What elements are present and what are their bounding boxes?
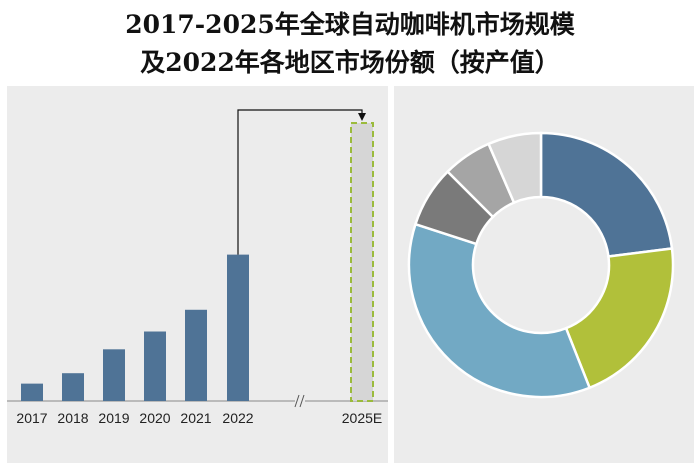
- x-tick-label: 2020: [139, 410, 170, 426]
- bar: [21, 383, 43, 401]
- x-tick-label: 2018: [57, 410, 88, 426]
- title-line-2: 及2022年各地区市场份额（按产值）: [140, 48, 560, 77]
- x-tick-label: 2021: [180, 410, 211, 426]
- bar: [62, 373, 84, 401]
- title-line-1: 2017-2025年全球自动咖啡机市场规模: [125, 10, 575, 39]
- growth-connector: [237, 109, 363, 255]
- bar: [103, 349, 125, 401]
- bar-forecast: [350, 122, 374, 402]
- axis-break-mark: [299, 394, 305, 408]
- donut-chart-panel: [394, 86, 694, 463]
- donut-slice: [564, 247, 675, 390]
- x-tick-label: 2022: [222, 410, 253, 426]
- bar: [144, 331, 166, 401]
- bar: [185, 309, 207, 401]
- axis-break-mark: [294, 394, 300, 408]
- donut-chart: [407, 131, 675, 399]
- x-tick-label: 2025E: [342, 410, 382, 426]
- x-tick-label: 2019: [98, 410, 129, 426]
- arrow-head: [358, 113, 366, 121]
- bar-chart-panel: 2017 2018 2019 2020 2021 2022 2025E: [7, 86, 388, 463]
- x-tick-label: 2017: [16, 410, 47, 426]
- chart-title: 2017-2025年全球自动咖啡机市场规模 及2022年各地区市场份额（按产值）: [0, 6, 700, 82]
- donut-slice: [407, 222, 592, 399]
- bar-chart: 2017 2018 2019 2020 2021 2022 2025E: [7, 109, 388, 426]
- bar: [227, 254, 249, 401]
- donut-slice: [486, 131, 543, 205]
- donut-slice: [539, 131, 674, 258]
